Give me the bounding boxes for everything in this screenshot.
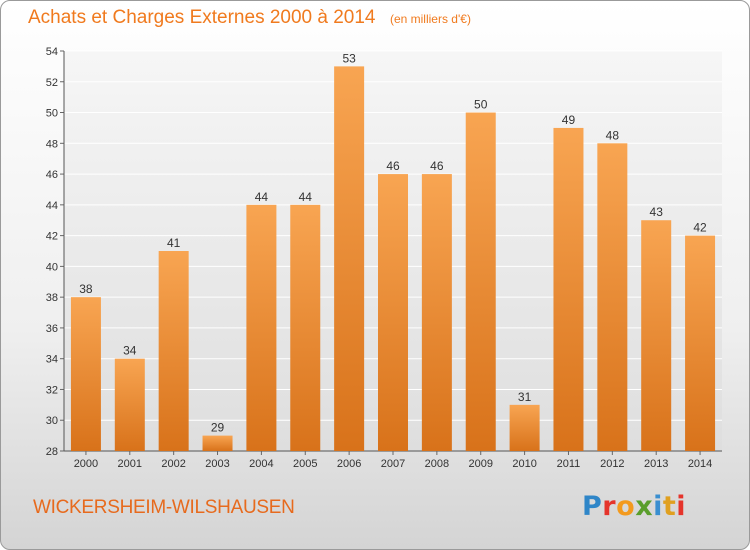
x-tick-label: 2000 xyxy=(74,458,98,470)
chart-unit-label: (en milliers d'€) xyxy=(389,12,471,26)
y-tick-label: 30 xyxy=(46,415,58,427)
x-tick-label: 2013 xyxy=(644,458,668,470)
y-tick-label: 44 xyxy=(46,200,58,212)
bar-value-label: 46 xyxy=(430,159,444,173)
bar xyxy=(553,127,584,451)
bar xyxy=(465,112,496,452)
x-tick-label: 2007 xyxy=(381,458,405,470)
x-tick-label: 2014 xyxy=(688,458,712,470)
x-tick-label: 2003 xyxy=(205,458,229,470)
y-tick-label: 32 xyxy=(46,384,58,396)
bar xyxy=(114,358,145,451)
bar-value-label: 49 xyxy=(562,113,576,127)
y-tick-label: 52 xyxy=(46,77,58,89)
y-tick-label: 50 xyxy=(46,108,58,120)
y-tick-label: 54 xyxy=(46,46,58,58)
x-tick-label: 2006 xyxy=(337,458,361,470)
logo-letter: r xyxy=(602,491,617,522)
bar xyxy=(597,143,628,452)
x-tick-label: 2005 xyxy=(293,458,317,470)
logo-letter: o xyxy=(616,491,636,522)
y-tick-label: 34 xyxy=(46,354,58,366)
bar xyxy=(641,220,672,451)
bar-value-label: 38 xyxy=(79,282,93,296)
x-tick-label: 2002 xyxy=(161,458,185,470)
y-tick-label: 36 xyxy=(46,323,58,335)
bar-value-label: 41 xyxy=(167,236,181,250)
bar xyxy=(421,174,452,452)
proxiti-logo: Proxiti xyxy=(582,491,686,522)
y-tick-label: 28 xyxy=(46,446,58,458)
bar-value-label: 44 xyxy=(255,190,269,204)
logo-letter: x xyxy=(635,491,654,522)
logo-letter: i xyxy=(676,491,687,522)
bars xyxy=(70,66,716,452)
bar-value-label: 44 xyxy=(299,190,313,204)
bar xyxy=(509,404,540,451)
x-tick-label: 2012 xyxy=(600,458,624,470)
logo-letter: t xyxy=(662,491,677,522)
bar-value-label: 29 xyxy=(211,421,225,435)
y-tick-label: 46 xyxy=(46,169,58,181)
logo-letter: i xyxy=(653,491,663,522)
axes: 28 30 32 34 36 38 40 42 44 46 48 50 52 54 2000 2001 2002… xyxy=(46,46,722,470)
bar xyxy=(202,435,233,451)
bar xyxy=(290,204,321,451)
bar-value-label: 46 xyxy=(386,159,400,173)
bar xyxy=(685,235,716,451)
place-name: WICKERSHEIM-WILSHAUSEN xyxy=(33,497,295,518)
y-tick-label: 48 xyxy=(46,138,58,150)
y-tick-label: 42 xyxy=(46,231,58,243)
bar-value-label: 43 xyxy=(650,205,664,219)
x-tick-label: 2009 xyxy=(468,458,492,470)
x-tick-label: 2008 xyxy=(425,458,449,470)
bar xyxy=(158,251,189,451)
bar-value-label: 34 xyxy=(123,344,137,358)
x-tick-label: 2010 xyxy=(512,458,536,470)
y-tick-label: 40 xyxy=(46,261,58,273)
bar xyxy=(246,204,277,451)
x-tick-label: 2004 xyxy=(249,458,273,470)
bar-value-label: 53 xyxy=(342,51,356,65)
bar-value-label: 31 xyxy=(518,390,532,404)
chart-title: Achats et Charges Externes 2000 à 2014 xyxy=(28,7,376,28)
bar xyxy=(70,297,101,451)
bar-value-label: 50 xyxy=(474,98,488,112)
x-tick-label: 2011 xyxy=(557,458,581,470)
y-tick-label: 38 xyxy=(46,292,58,304)
bar-value-label: 42 xyxy=(693,221,707,235)
bar xyxy=(334,66,365,451)
data-labels: 38 34 41 29 44 44 53 46 46 50 31 49 48 43 42 xyxy=(79,51,707,434)
x-tick-label: 2001 xyxy=(118,458,142,470)
bar xyxy=(378,174,408,452)
bar-value-label: 48 xyxy=(606,128,620,142)
chart-title-row: Achats et Charges Externes 2000 à 2014 (… xyxy=(28,7,471,29)
logo-letter: P xyxy=(582,491,603,522)
